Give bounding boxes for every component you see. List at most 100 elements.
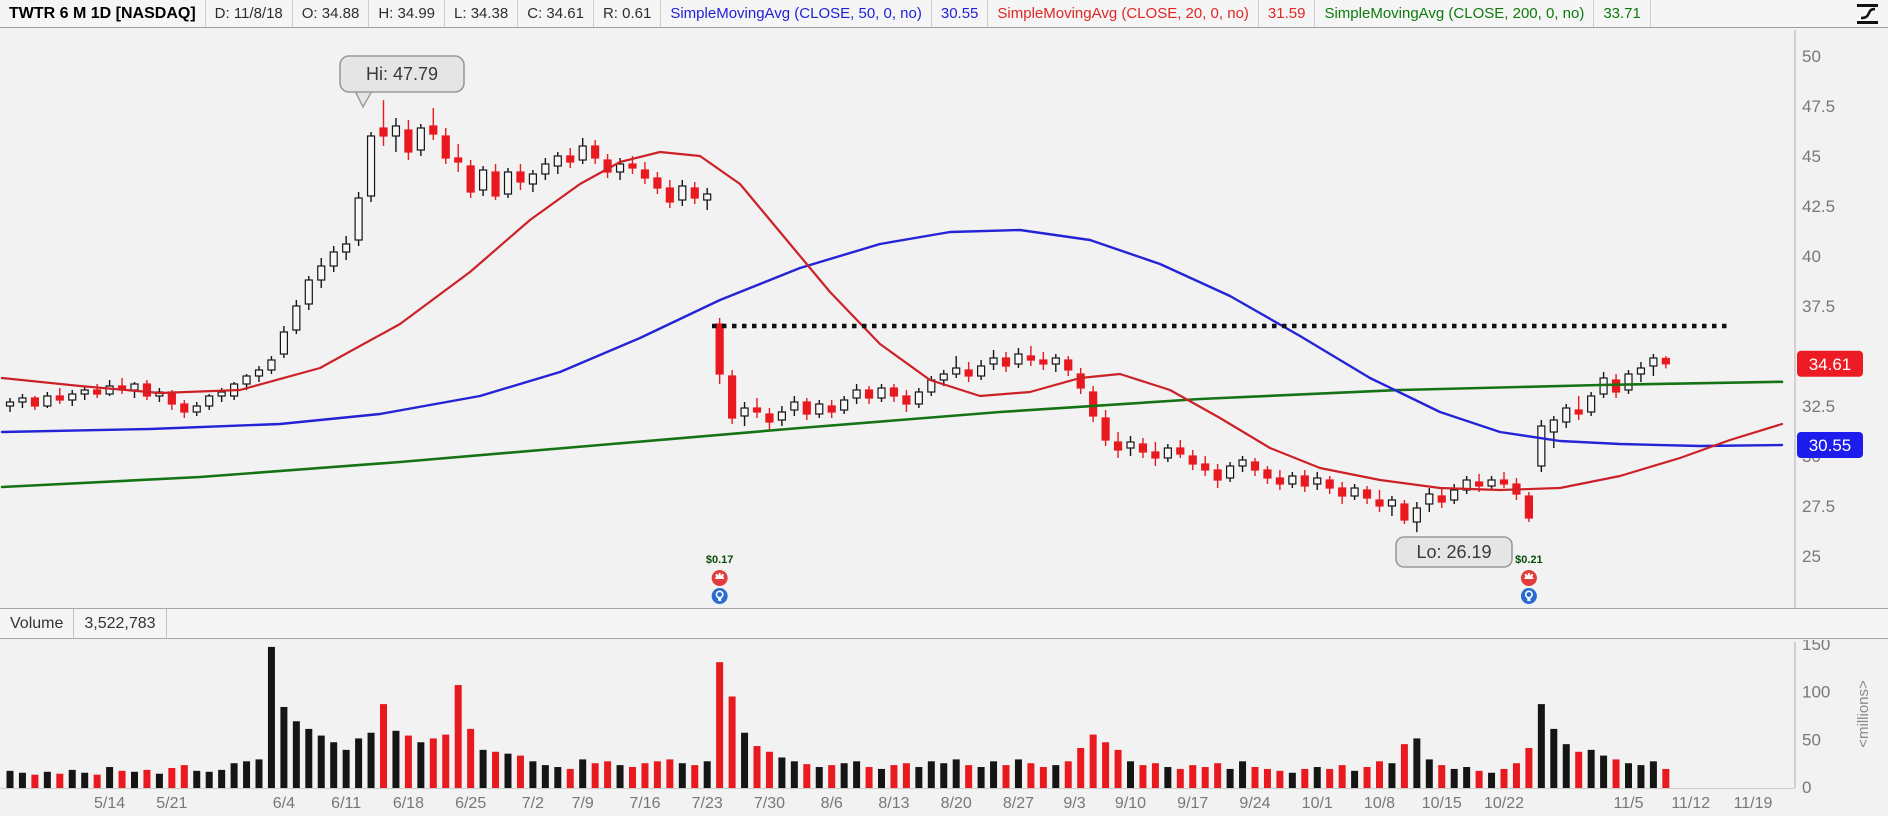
- volume-bar: [1276, 770, 1284, 788]
- volume-bar: [653, 761, 661, 788]
- volume-bar: [1313, 767, 1321, 788]
- volume-bar: [1363, 767, 1371, 788]
- event-earnings-icon[interactable]: [710, 587, 729, 605]
- volume-unit-label: <millions>: [1855, 680, 1872, 748]
- volume-bar: [1562, 744, 1570, 788]
- volume-bar: [1251, 767, 1259, 788]
- date-tick-label: 10/22: [1484, 795, 1524, 812]
- sma20-line: [0, 150, 1784, 492]
- event-dividend-icon[interactable]: [710, 569, 729, 587]
- volume-tick-label: 150: [1802, 640, 1830, 654]
- volume-bar: [342, 749, 350, 788]
- volume-bar: [31, 774, 39, 788]
- candle-body: [342, 243, 351, 253]
- date-tick-label: 8/6: [821, 795, 843, 812]
- field-date: D: 11/8/18: [206, 0, 293, 27]
- volume-bar: [43, 771, 51, 788]
- candle-body: [591, 145, 600, 159]
- study-sma20-label[interactable]: SimpleMovingAvg (CLOSE, 20, 0, no): [988, 0, 1259, 27]
- volume-tick-label: 100: [1802, 683, 1830, 702]
- volume-bar: [292, 721, 300, 788]
- date-tick-label: 7/23: [692, 795, 723, 812]
- candle-body: [130, 383, 139, 391]
- candle-body: [1126, 441, 1135, 449]
- date-tick-label: 5/14: [94, 795, 125, 812]
- date-tick-label: 11/12: [1671, 795, 1710, 812]
- candle-body: [964, 369, 973, 377]
- candle-body: [1263, 469, 1272, 479]
- candle-body: [491, 171, 500, 197]
- date-tick-label: 9/17: [1177, 795, 1208, 812]
- volume-bar: [1525, 747, 1533, 788]
- candle-body: [1661, 357, 1670, 365]
- volume-bar: [1425, 759, 1433, 788]
- date-tick-label: 6/18: [393, 795, 424, 812]
- price-chart-canvas[interactable]: 5047.54542.54037.532.53027.52534.6130.55…: [0, 28, 1888, 608]
- date-tick-label: 7/30: [754, 795, 785, 812]
- event-earnings-icon[interactable]: [1519, 587, 1538, 605]
- study-sma50-label[interactable]: SimpleMovingAvg (CLOSE, 50, 0, no): [661, 0, 932, 27]
- volume-bar: [1450, 768, 1458, 788]
- lo-tooltip: [1395, 536, 1513, 568]
- volume-bar: [1102, 742, 1110, 788]
- candle-body: [1300, 475, 1309, 487]
- study-sma20-value: 31.59: [1259, 0, 1316, 27]
- volume-bar: [902, 763, 910, 788]
- candle-body: [30, 397, 39, 407]
- candle-body: [1375, 499, 1384, 507]
- candle-body: [68, 393, 77, 401]
- volume-chart-canvas[interactable]: 150 100 50 0 <millions> 5/14 5/21 6/4 6/11 6/18 6/…: [0, 640, 1888, 816]
- candle-body: [976, 365, 986, 377]
- volume-bar: [604, 761, 612, 788]
- chart-studies-icon[interactable]: [1848, 0, 1888, 27]
- volume-bar: [840, 763, 848, 788]
- volume-bar: [790, 761, 798, 788]
- volume-bar: [977, 767, 985, 788]
- price-tick-label: 37.5: [1802, 297, 1835, 316]
- price-tick-label: 47.5: [1802, 97, 1835, 116]
- volume-bar: [965, 765, 973, 788]
- candle-body: [279, 331, 288, 355]
- volume-bar: [1351, 770, 1359, 788]
- candle-body: [864, 389, 874, 399]
- candle-body: [715, 323, 724, 375]
- study-sma200-label[interactable]: SimpleMovingAvg (CLOSE, 200, 0, no): [1315, 0, 1595, 27]
- candle-body: [1238, 459, 1247, 467]
- volume-bar: [504, 753, 512, 788]
- price-tick-label: 45: [1802, 147, 1821, 166]
- field-range: R: 0.61: [594, 0, 662, 27]
- volume-bar: [1662, 768, 1670, 788]
- hi-tooltip-text: Hi: 47.79: [366, 64, 438, 84]
- candle-body: [902, 395, 911, 405]
- event-dividend-icon[interactable]: [1519, 569, 1538, 587]
- candle-body: [217, 391, 226, 397]
- candle-body: [317, 265, 326, 281]
- date-tick-label: 7/16: [629, 795, 660, 812]
- date-tick-label: 10/8: [1364, 795, 1395, 812]
- volume-bar: [591, 763, 599, 788]
- field-close: C: 34.61: [518, 0, 594, 27]
- date-tick-label: 10/1: [1302, 795, 1333, 812]
- candle-body: [740, 407, 749, 417]
- volume-bar: [93, 774, 101, 788]
- candle-body: [1549, 419, 1558, 433]
- candle-body: [1001, 357, 1011, 367]
- volume-bar: [1537, 704, 1545, 788]
- volume-bar: [678, 763, 686, 788]
- volume-bar: [479, 749, 487, 788]
- candle-body: [1101, 417, 1110, 441]
- volume-bar: [1039, 767, 1047, 788]
- lo-tooltip-text: Lo: 26.19: [1416, 542, 1491, 562]
- volume-bar: [56, 773, 64, 788]
- volume-bar: [1189, 765, 1197, 788]
- date-tick-label: 5/21: [156, 795, 187, 812]
- volume-bar: [853, 761, 861, 788]
- volume-bar: [1201, 767, 1209, 788]
- volume-bar: [1114, 749, 1122, 788]
- volume-bar: [305, 728, 313, 788]
- volume-bar: [1625, 763, 1632, 788]
- date-tick-label: 6/25: [455, 795, 486, 812]
- candle-body: [678, 185, 687, 201]
- volume-bar: [828, 765, 836, 788]
